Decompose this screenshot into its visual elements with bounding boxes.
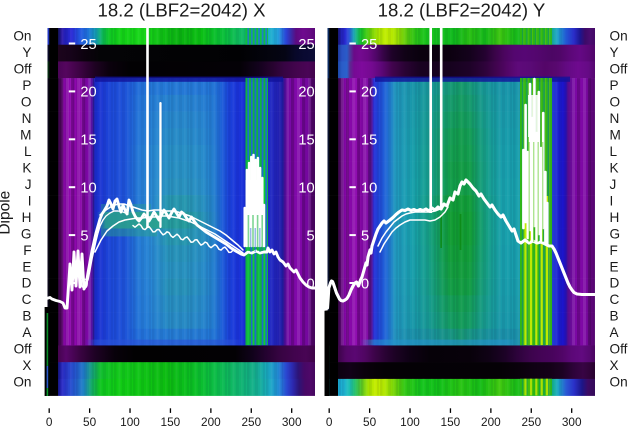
- svg-text:K: K: [22, 161, 31, 176]
- svg-text:L: L: [24, 144, 32, 159]
- svg-text:B: B: [610, 309, 619, 324]
- svg-text:N: N: [22, 111, 32, 126]
- svg-text:O: O: [610, 95, 621, 110]
- svg-text:G: G: [21, 226, 32, 241]
- svg-text:15: 15: [80, 133, 96, 149]
- svg-text:Y: Y: [22, 45, 31, 60]
- svg-text:25: 25: [361, 37, 377, 53]
- svg-text:100: 100: [120, 415, 140, 429]
- svg-text:H: H: [610, 210, 620, 225]
- svg-text:0: 0: [326, 415, 333, 429]
- svg-text:150: 150: [441, 415, 461, 429]
- svg-text:25: 25: [80, 37, 96, 53]
- svg-text:Off: Off: [14, 62, 32, 77]
- svg-text:E: E: [22, 259, 31, 274]
- svg-text:20: 20: [361, 85, 377, 101]
- svg-text:A: A: [22, 325, 32, 340]
- svg-text:F: F: [610, 243, 618, 258]
- svg-text:P: P: [22, 78, 31, 93]
- svg-text:10: 10: [80, 181, 96, 197]
- svg-text:0: 0: [306, 276, 314, 292]
- svg-text:300: 300: [282, 415, 302, 429]
- svg-text:C: C: [22, 292, 32, 307]
- svg-text:X: X: [610, 358, 619, 373]
- svg-text:18.2 (LBF2=2042) X: 18.2 (LBF2=2042) X: [98, 0, 267, 21]
- svg-text:I: I: [610, 193, 614, 208]
- svg-text:200: 200: [201, 415, 221, 429]
- svg-text:300: 300: [562, 415, 582, 429]
- svg-text:On: On: [610, 29, 628, 44]
- svg-text:C: C: [610, 292, 620, 307]
- svg-text:200: 200: [481, 415, 501, 429]
- svg-text:B: B: [22, 309, 31, 324]
- svg-text:Off: Off: [610, 62, 628, 77]
- svg-text:On: On: [13, 29, 31, 44]
- svg-text:J: J: [610, 177, 617, 192]
- svg-text:On: On: [610, 375, 628, 390]
- svg-text:K: K: [610, 161, 619, 176]
- svg-text:Off: Off: [14, 342, 32, 357]
- svg-text:J: J: [25, 177, 32, 192]
- svg-text:100: 100: [400, 415, 420, 429]
- svg-text:25: 25: [298, 37, 314, 53]
- svg-text:Dipole: Dipole: [0, 191, 14, 235]
- svg-text:L: L: [610, 144, 618, 159]
- svg-text:H: H: [22, 210, 32, 225]
- svg-text:0: 0: [46, 415, 53, 429]
- svg-text:250: 250: [241, 415, 261, 429]
- svg-text:50: 50: [363, 415, 377, 429]
- svg-text:I: I: [28, 193, 32, 208]
- svg-text:5: 5: [80, 228, 88, 244]
- svg-text:E: E: [610, 259, 619, 274]
- svg-text:Off: Off: [610, 342, 628, 357]
- svg-text:15: 15: [361, 133, 377, 149]
- svg-text:X: X: [22, 358, 31, 373]
- svg-text:18.2 (LBF2=2042) Y: 18.2 (LBF2=2042) Y: [378, 0, 546, 21]
- svg-text:M: M: [20, 128, 31, 143]
- svg-text:150: 150: [161, 415, 181, 429]
- svg-text:O: O: [21, 95, 32, 110]
- svg-text:50: 50: [83, 415, 97, 429]
- svg-text:D: D: [22, 276, 32, 291]
- svg-text:20: 20: [298, 85, 314, 101]
- svg-text:Y: Y: [610, 45, 619, 60]
- svg-text:15: 15: [298, 133, 314, 149]
- svg-text:20: 20: [80, 85, 96, 101]
- svg-text:On: On: [13, 375, 31, 390]
- svg-text:M: M: [610, 128, 621, 143]
- svg-text:F: F: [23, 243, 31, 258]
- svg-text:10: 10: [361, 181, 377, 197]
- svg-text:A: A: [610, 325, 620, 340]
- svg-text:0: 0: [80, 276, 88, 292]
- svg-text:250: 250: [521, 415, 541, 429]
- svg-text:G: G: [610, 226, 621, 241]
- svg-text:0: 0: [361, 276, 369, 292]
- svg-text:5: 5: [361, 228, 369, 244]
- svg-text:10: 10: [298, 181, 314, 197]
- svg-text:P: P: [610, 78, 619, 93]
- svg-text:D: D: [610, 276, 620, 291]
- svg-text:5: 5: [306, 228, 314, 244]
- svg-text:N: N: [610, 111, 620, 126]
